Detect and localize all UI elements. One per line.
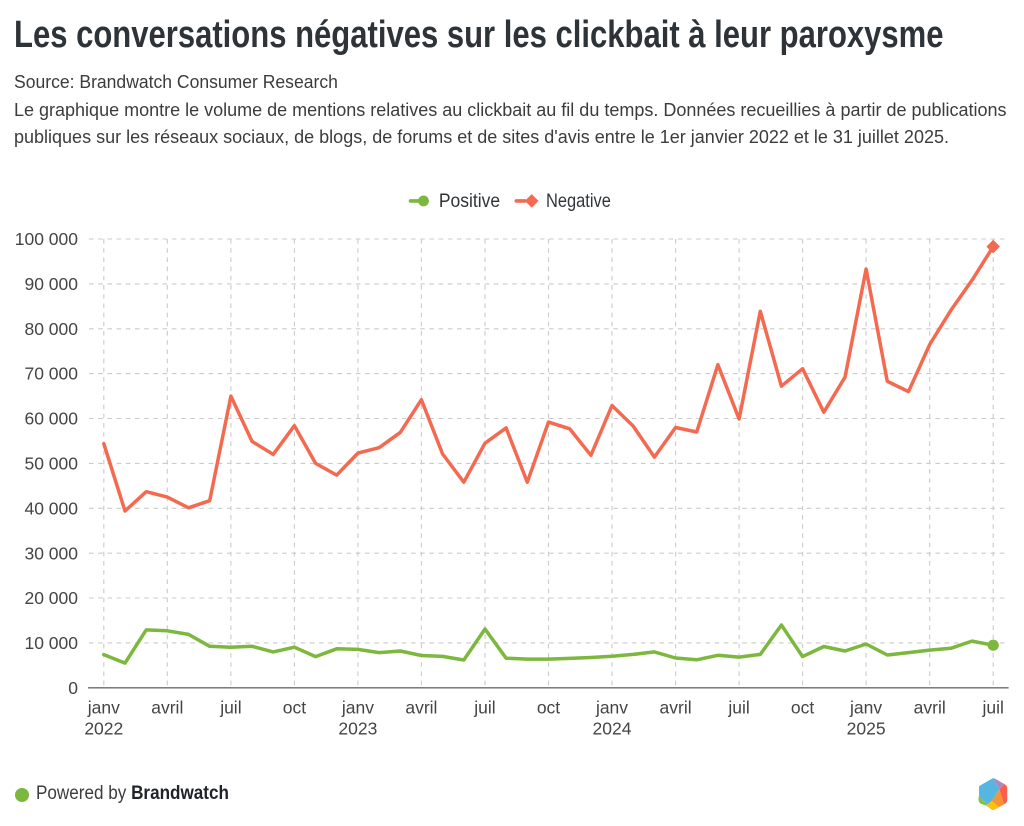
svg-text:janv: janv xyxy=(595,698,628,718)
svg-text:20 000: 20 000 xyxy=(24,588,78,608)
svg-text:60 000: 60 000 xyxy=(24,409,78,429)
svg-text:juil: juil xyxy=(727,698,749,718)
svg-text:janv: janv xyxy=(87,698,120,718)
svg-text:avril: avril xyxy=(405,698,437,718)
svg-text:oct: oct xyxy=(537,698,560,718)
svg-text:janv: janv xyxy=(341,698,374,718)
svg-text:avril: avril xyxy=(914,698,946,718)
svg-text:2024: 2024 xyxy=(593,719,632,739)
svg-text:0: 0 xyxy=(68,678,78,698)
svg-text:2022: 2022 xyxy=(84,719,123,739)
svg-text:janv: janv xyxy=(849,698,882,718)
svg-text:avril: avril xyxy=(660,698,692,718)
svg-text:Positive: Positive xyxy=(439,190,500,212)
svg-text:oct: oct xyxy=(283,698,306,718)
svg-text:90 000: 90 000 xyxy=(24,274,78,294)
svg-text:oct: oct xyxy=(791,698,814,718)
svg-text:juil: juil xyxy=(981,698,1003,718)
svg-text:100 000: 100 000 xyxy=(15,229,79,249)
svg-text:70 000: 70 000 xyxy=(24,364,78,384)
svg-text:Negative: Negative xyxy=(546,190,611,212)
svg-text:juil: juil xyxy=(219,698,241,718)
svg-text:80 000: 80 000 xyxy=(24,319,78,339)
svg-text:2023: 2023 xyxy=(338,719,377,739)
svg-text:40 000: 40 000 xyxy=(24,498,78,518)
svg-text:2025: 2025 xyxy=(847,719,886,739)
svg-text:50 000: 50 000 xyxy=(24,454,78,474)
svg-text:juil: juil xyxy=(473,698,495,718)
svg-text:10 000: 10 000 xyxy=(24,633,78,653)
svg-text:avril: avril xyxy=(151,698,183,718)
svg-text:30 000: 30 000 xyxy=(24,543,78,563)
